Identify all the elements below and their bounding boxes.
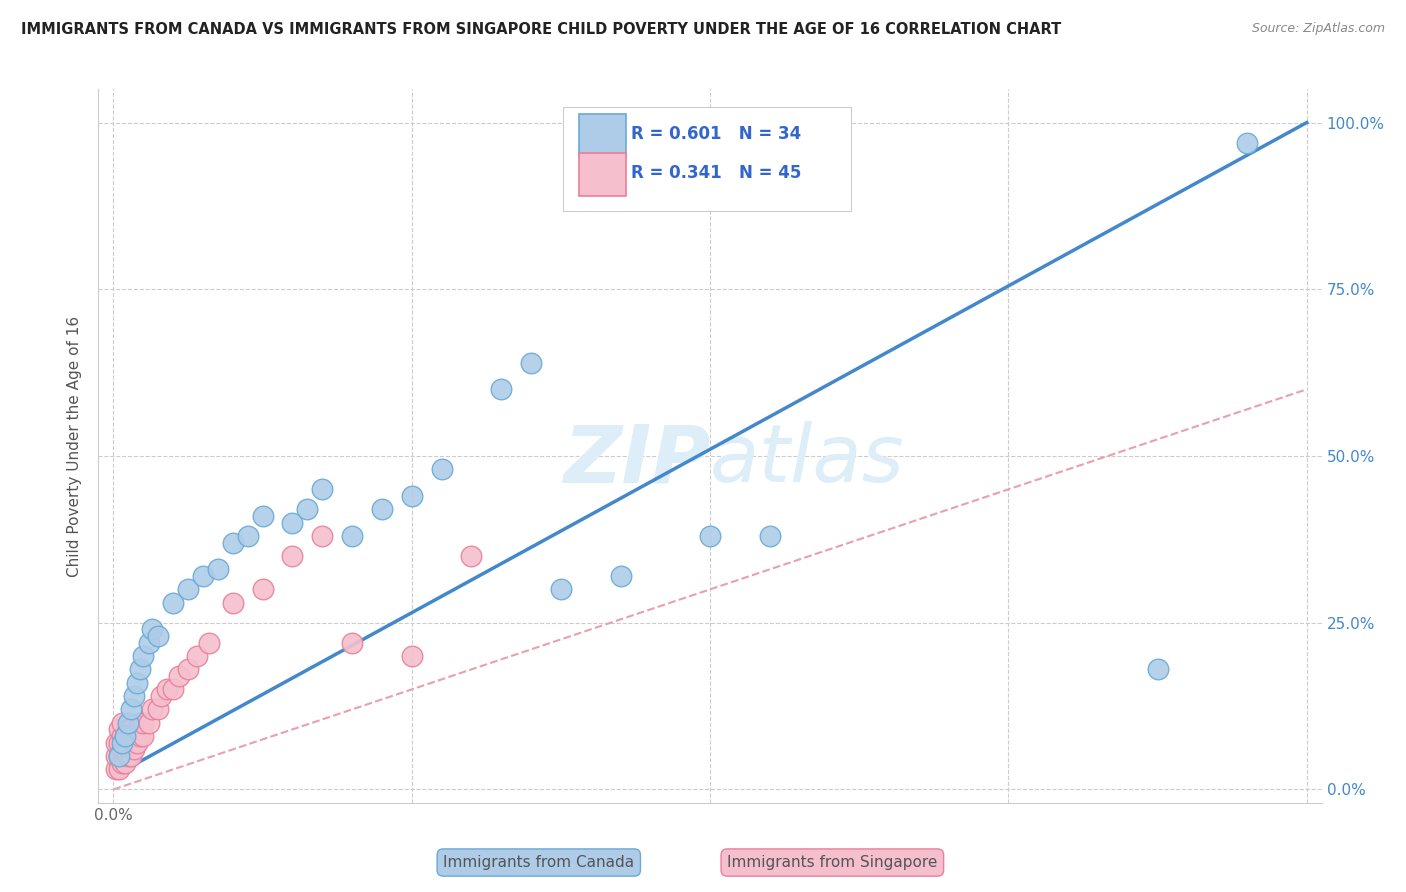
- Point: [108, 723, 131, 737]
- Point: [114, 729, 136, 743]
- Point: [127, 736, 149, 750]
- Point: [132, 649, 155, 664]
- Text: Immigrants from Singapore: Immigrants from Singapore: [727, 855, 938, 870]
- Point: [460, 549, 482, 563]
- Point: [117, 749, 139, 764]
- Point: [108, 736, 131, 750]
- Point: [129, 715, 152, 730]
- Point: [146, 629, 169, 643]
- Point: [311, 529, 333, 543]
- Point: [297, 502, 319, 516]
- Point: [207, 562, 229, 576]
- Point: [111, 742, 134, 756]
- Point: [162, 682, 184, 697]
- Point: [127, 675, 149, 690]
- Point: [117, 715, 139, 730]
- Point: [120, 736, 142, 750]
- Point: [520, 356, 543, 370]
- Point: [236, 529, 259, 543]
- Point: [401, 489, 423, 503]
- FancyBboxPatch shape: [579, 153, 626, 196]
- Point: [758, 529, 780, 543]
- Text: Source: ZipAtlas.com: Source: ZipAtlas.com: [1251, 22, 1385, 36]
- Point: [252, 582, 274, 597]
- Point: [177, 582, 200, 597]
- Point: [111, 729, 134, 743]
- Point: [162, 596, 184, 610]
- Point: [114, 729, 136, 743]
- Point: [138, 636, 160, 650]
- Point: [281, 516, 304, 530]
- Point: [371, 502, 394, 516]
- Point: [150, 689, 173, 703]
- Point: [281, 549, 304, 563]
- Point: [186, 649, 208, 664]
- Point: [120, 749, 142, 764]
- Point: [340, 636, 363, 650]
- Point: [132, 715, 155, 730]
- Point: [141, 623, 163, 637]
- Text: Immigrants from Canada: Immigrants from Canada: [443, 855, 634, 870]
- Point: [120, 702, 142, 716]
- Point: [252, 509, 274, 524]
- Point: [489, 382, 512, 396]
- Point: [340, 529, 363, 543]
- Point: [114, 742, 136, 756]
- Point: [122, 729, 145, 743]
- Point: [198, 636, 221, 650]
- Text: atlas: atlas: [710, 421, 905, 500]
- Point: [699, 529, 721, 543]
- Point: [111, 756, 134, 770]
- Point: [108, 749, 131, 764]
- Point: [146, 702, 169, 716]
- Point: [114, 756, 136, 770]
- Point: [117, 736, 139, 750]
- Point: [129, 729, 152, 743]
- Point: [221, 596, 243, 610]
- Text: ZIP: ZIP: [562, 421, 710, 500]
- Text: R = 0.341   N = 45: R = 0.341 N = 45: [630, 164, 801, 182]
- Point: [105, 763, 128, 777]
- Point: [108, 763, 131, 777]
- Point: [105, 749, 128, 764]
- FancyBboxPatch shape: [564, 107, 851, 211]
- Point: [141, 702, 163, 716]
- Point: [191, 569, 214, 583]
- Point: [111, 736, 134, 750]
- Y-axis label: Child Poverty Under the Age of 16: Child Poverty Under the Age of 16: [67, 316, 83, 576]
- Point: [401, 649, 423, 664]
- Point: [177, 662, 200, 676]
- Point: [138, 715, 160, 730]
- Point: [550, 582, 572, 597]
- Point: [127, 723, 149, 737]
- Point: [105, 736, 128, 750]
- Point: [221, 535, 243, 549]
- Text: IMMIGRANTS FROM CANADA VS IMMIGRANTS FROM SINGAPORE CHILD POVERTY UNDER THE AGE : IMMIGRANTS FROM CANADA VS IMMIGRANTS FRO…: [21, 22, 1062, 37]
- Text: R = 0.601   N = 34: R = 0.601 N = 34: [630, 125, 801, 143]
- Point: [129, 662, 152, 676]
- Point: [430, 462, 453, 476]
- Point: [156, 682, 179, 697]
- Point: [311, 483, 333, 497]
- Point: [122, 742, 145, 756]
- Point: [1236, 136, 1258, 150]
- FancyBboxPatch shape: [579, 114, 626, 157]
- Point: [609, 569, 631, 583]
- Point: [117, 723, 139, 737]
- Point: [108, 749, 131, 764]
- Point: [1146, 662, 1168, 676]
- Point: [132, 729, 155, 743]
- Point: [120, 723, 142, 737]
- Point: [122, 689, 145, 703]
- Point: [167, 669, 190, 683]
- Point: [111, 715, 134, 730]
